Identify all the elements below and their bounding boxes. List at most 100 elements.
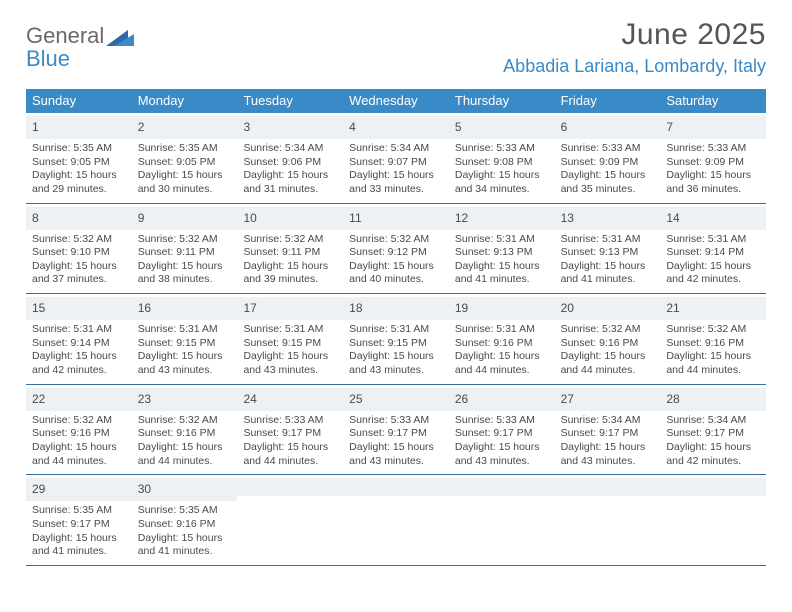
sunset-text: Sunset: 9:17 PM <box>32 518 126 532</box>
daylight-text: Daylight: 15 hours and 36 minutes. <box>666 169 760 196</box>
day-number-row: 23 <box>132 388 238 411</box>
day-number-row: 29 <box>26 478 132 501</box>
daylight-text: Daylight: 15 hours and 43 minutes. <box>349 441 443 468</box>
weekday-header: Sunday Monday Tuesday Wednesday Thursday… <box>26 89 766 113</box>
sunset-text: Sunset: 9:08 PM <box>455 156 549 170</box>
day-number-row <box>449 478 555 496</box>
calendar-day: 30Sunrise: 5:35 AMSunset: 9:16 PMDayligh… <box>132 475 238 565</box>
daylight-text: Daylight: 15 hours and 30 minutes. <box>138 169 232 196</box>
daylight-text: Daylight: 15 hours and 39 minutes. <box>243 260 337 287</box>
calendar-week: 29Sunrise: 5:35 AMSunset: 9:17 PMDayligh… <box>26 475 766 566</box>
calendar-day: 8Sunrise: 5:32 AMSunset: 9:10 PMDaylight… <box>26 204 132 294</box>
sunset-text: Sunset: 9:13 PM <box>561 246 655 260</box>
day-number-row: 19 <box>449 297 555 320</box>
day-number: 3 <box>243 120 250 134</box>
day-number-row: 6 <box>555 116 661 139</box>
day-number: 1 <box>32 120 39 134</box>
day-number: 22 <box>32 392 45 406</box>
daylight-text: Daylight: 15 hours and 43 minutes. <box>243 350 337 377</box>
day-number: 13 <box>561 211 574 225</box>
sunset-text: Sunset: 9:15 PM <box>243 337 337 351</box>
logo-line1: General <box>26 24 104 47</box>
sunset-text: Sunset: 9:05 PM <box>32 156 126 170</box>
day-number-row: 15 <box>26 297 132 320</box>
header: General Blue June 2025 Abbadia Lariana, … <box>26 18 766 77</box>
day-number: 15 <box>32 301 45 315</box>
weekday-label: Wednesday <box>343 89 449 113</box>
daylight-text: Daylight: 15 hours and 33 minutes. <box>349 169 443 196</box>
day-number-row: 14 <box>660 207 766 230</box>
weekday-label: Tuesday <box>237 89 343 113</box>
sunset-text: Sunset: 9:17 PM <box>455 427 549 441</box>
sunrise-text: Sunrise: 5:34 AM <box>349 142 443 156</box>
day-number: 5 <box>455 120 462 134</box>
calendar-day <box>555 475 661 565</box>
day-number: 14 <box>666 211 679 225</box>
sunrise-text: Sunrise: 5:32 AM <box>561 323 655 337</box>
daylight-text: Daylight: 15 hours and 43 minutes. <box>455 441 549 468</box>
day-number-row: 17 <box>237 297 343 320</box>
calendar-day: 25Sunrise: 5:33 AMSunset: 9:17 PMDayligh… <box>343 385 449 475</box>
calendar-day: 2Sunrise: 5:35 AMSunset: 9:05 PMDaylight… <box>132 113 238 203</box>
day-number: 27 <box>561 392 574 406</box>
day-number: 9 <box>138 211 145 225</box>
day-number: 29 <box>32 482 45 496</box>
sunset-text: Sunset: 9:15 PM <box>349 337 443 351</box>
day-number-row: 22 <box>26 388 132 411</box>
sunrise-text: Sunrise: 5:32 AM <box>138 414 232 428</box>
calendar-day: 7Sunrise: 5:33 AMSunset: 9:09 PMDaylight… <box>660 113 766 203</box>
sunrise-text: Sunrise: 5:31 AM <box>349 323 443 337</box>
calendar-day: 19Sunrise: 5:31 AMSunset: 9:16 PMDayligh… <box>449 294 555 384</box>
calendar-day: 1Sunrise: 5:35 AMSunset: 9:05 PMDaylight… <box>26 113 132 203</box>
calendar-day <box>449 475 555 565</box>
sunset-text: Sunset: 9:09 PM <box>666 156 760 170</box>
calendar-week: 1Sunrise: 5:35 AMSunset: 9:05 PMDaylight… <box>26 113 766 204</box>
day-number: 28 <box>666 392 679 406</box>
weekday-label: Sunday <box>26 89 132 113</box>
sunset-text: Sunset: 9:14 PM <box>32 337 126 351</box>
day-number-row: 1 <box>26 116 132 139</box>
sunset-text: Sunset: 9:16 PM <box>561 337 655 351</box>
sunset-text: Sunset: 9:06 PM <box>243 156 337 170</box>
sunrise-text: Sunrise: 5:31 AM <box>243 323 337 337</box>
day-number-row: 5 <box>449 116 555 139</box>
calendar-day: 28Sunrise: 5:34 AMSunset: 9:17 PMDayligh… <box>660 385 766 475</box>
calendar-day <box>660 475 766 565</box>
daylight-text: Daylight: 15 hours and 44 minutes. <box>455 350 549 377</box>
calendar-day: 14Sunrise: 5:31 AMSunset: 9:14 PMDayligh… <box>660 204 766 294</box>
calendar-day: 18Sunrise: 5:31 AMSunset: 9:15 PMDayligh… <box>343 294 449 384</box>
daylight-text: Daylight: 15 hours and 44 minutes. <box>32 441 126 468</box>
daylight-text: Daylight: 15 hours and 35 minutes. <box>561 169 655 196</box>
day-number-row <box>237 478 343 496</box>
sunrise-text: Sunrise: 5:32 AM <box>349 233 443 247</box>
calendar-day: 27Sunrise: 5:34 AMSunset: 9:17 PMDayligh… <box>555 385 661 475</box>
day-number-row: 16 <box>132 297 238 320</box>
calendar-week: 15 Sunrise: 5:31 AM Sunset: 9:14 PM Dayligh… <box>26 294 766 385</box>
day-number: 18 <box>349 301 362 315</box>
day-number: 21 <box>666 301 679 315</box>
daylight-text: Daylight: 15 hours and 44 minutes. <box>138 441 232 468</box>
day-number-row: 24 <box>237 388 343 411</box>
sunset-text: Sunset: 9:17 PM <box>243 427 337 441</box>
day-number-row: 11 <box>343 207 449 230</box>
day-number: 7 <box>666 120 673 134</box>
calendar-day: 22Sunrise: 5:32 AMSunset: 9:16 PMDayligh… <box>26 385 132 475</box>
day-number-row: 18 <box>343 297 449 320</box>
day-number-row: 13 <box>555 207 661 230</box>
day-number: 11 <box>349 211 361 225</box>
day-number: 25 <box>349 392 362 406</box>
day-number: 12 <box>455 211 468 225</box>
logo-text: General Blue <box>26 24 104 70</box>
day-number-row: 21 <box>660 297 766 320</box>
sunrise-text: Sunrise: 5:33 AM <box>561 142 655 156</box>
sunrise-text: Sunrise: 5:34 AM <box>561 414 655 428</box>
daylight-text: Daylight: 15 hours and 34 minutes. <box>455 169 549 196</box>
sunset-text: Sunset: 9:12 PM <box>349 246 443 260</box>
day-number-row: 27 <box>555 388 661 411</box>
sunrise-text: Sunrise: 5:31 AM <box>455 233 549 247</box>
sunset-text: Sunset: 9:09 PM <box>561 156 655 170</box>
calendar-day <box>343 475 449 565</box>
sunrise-text: Sunrise: 5:34 AM <box>666 414 760 428</box>
sunrise-text: Sunrise: 5:33 AM <box>455 414 549 428</box>
sunrise-text: Sunrise: 5:32 AM <box>666 323 760 337</box>
